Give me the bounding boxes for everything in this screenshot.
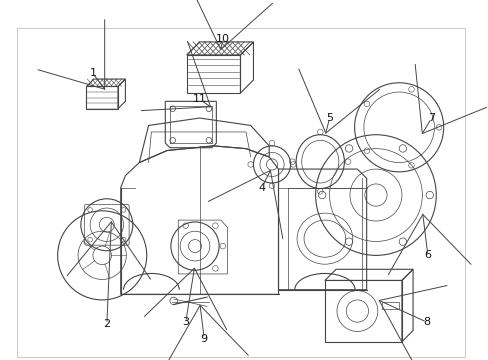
Text: 1: 1 [89, 68, 96, 78]
Text: 7: 7 [427, 113, 434, 123]
Text: 9: 9 [200, 334, 207, 344]
Text: 4: 4 [258, 183, 265, 193]
Text: 8: 8 [423, 317, 429, 327]
Text: 3: 3 [182, 317, 189, 327]
Text: 11: 11 [192, 94, 206, 104]
Text: 10: 10 [215, 34, 229, 44]
Text: 6: 6 [424, 250, 430, 260]
Text: 5: 5 [325, 113, 332, 123]
Text: 2: 2 [103, 319, 110, 329]
